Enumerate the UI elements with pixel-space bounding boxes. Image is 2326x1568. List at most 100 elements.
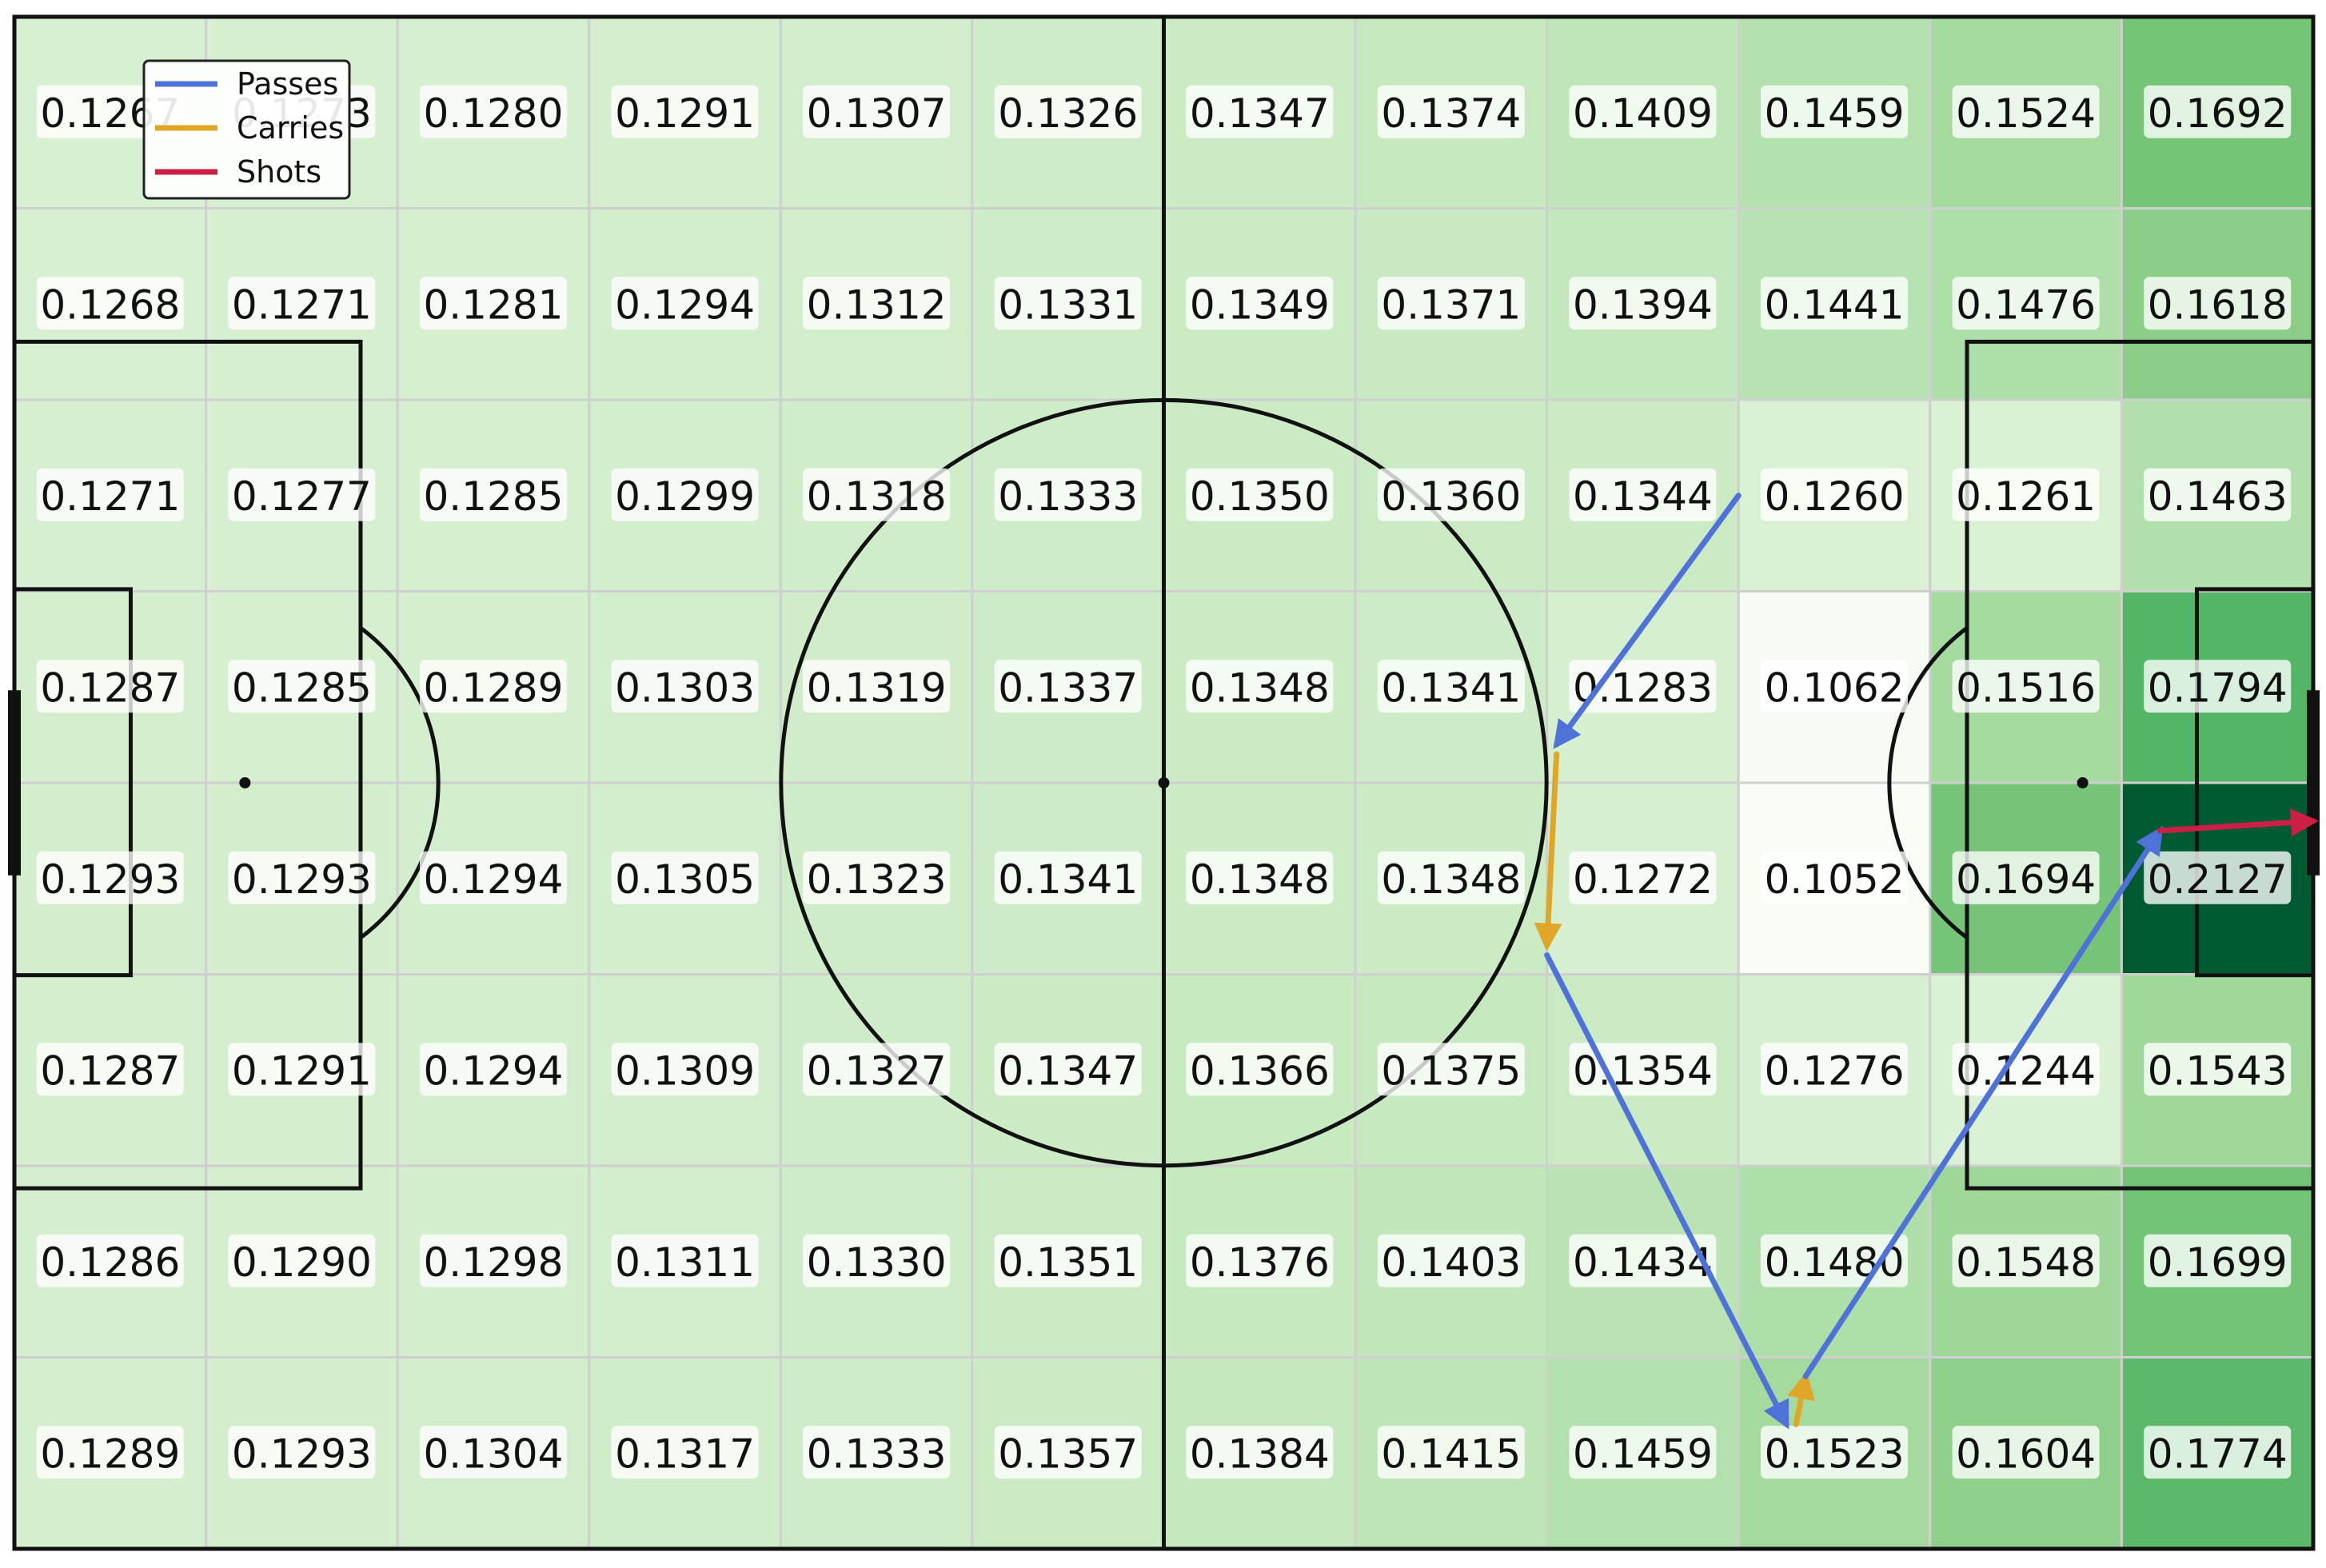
- cell-value-label: 0.1319: [807, 664, 947, 711]
- cell-value-label: 0.1299: [615, 473, 755, 520]
- right-penalty-spot: [2077, 777, 2089, 788]
- cell-label-box: [1952, 1426, 2100, 1479]
- cell-value-label: 0.1403: [1381, 1239, 1521, 1286]
- cell-label-box: [994, 1043, 1142, 1096]
- left-six-yard-box: [14, 587, 133, 978]
- cell-label-box: [2144, 851, 2292, 904]
- cell-value-label: 0.1290: [232, 1239, 372, 1286]
- cell-label-box: [1186, 660, 1334, 713]
- cell-value-label: 0.1331: [998, 281, 1138, 328]
- cell-label-box: [1952, 660, 2100, 713]
- right-six-yard-box: [2195, 587, 2313, 978]
- cell-label-box: [2144, 85, 2292, 138]
- cell-label-box: [1569, 1234, 1717, 1287]
- cell-value-label: 0.1350: [1190, 473, 1330, 520]
- cell-value-label: 0.1374: [1381, 90, 1521, 137]
- cell-value-label: 0.1349: [1190, 281, 1330, 328]
- action-arrows: [1534, 493, 2319, 1430]
- cell-label-box: [1569, 85, 1717, 138]
- cell-value-label: 0.1347: [998, 1047, 1138, 1094]
- centre-spot: [1158, 777, 1170, 788]
- cell-label-box: [1952, 1234, 2100, 1287]
- cell-label-box: [994, 1234, 1142, 1287]
- cell-label-box: [803, 277, 951, 330]
- cell-value-label: 0.1303: [615, 664, 755, 711]
- cell-value-label: 0.1699: [2148, 1239, 2288, 1286]
- legend: Passes Carries Shots: [142, 59, 351, 200]
- cell-value-label: 0.1293: [40, 856, 180, 903]
- left-penalty-spot: [239, 777, 251, 788]
- legend-label: Passes: [237, 66, 338, 102]
- cell-label-box: [228, 468, 376, 521]
- left-penalty-area: [14, 339, 363, 1191]
- carry-arrow: [1534, 751, 1562, 952]
- cell-label-box: [1761, 851, 1909, 904]
- cell-value-label: 0.1294: [423, 856, 563, 903]
- legend-label: Shots: [237, 154, 321, 190]
- cell-value-label: 0.1357: [998, 1430, 1138, 1477]
- cell-value-label: 0.1692: [2148, 90, 2288, 137]
- cell-label-box: [36, 1426, 184, 1479]
- cell-value-label: 0.1348: [1190, 664, 1330, 711]
- cell-label-box: [611, 1043, 759, 1096]
- cell-value-label: 0.1293: [232, 1430, 372, 1477]
- cell-value-label: 0.1516: [1956, 664, 2096, 711]
- cell-value-label: 0.1348: [1381, 856, 1521, 903]
- cell-label-box: [611, 660, 759, 713]
- cell-value-label: 0.1326: [998, 90, 1138, 137]
- cell-label-box: [611, 277, 759, 330]
- cell-value-label: 0.1062: [1765, 664, 1905, 711]
- cell-label-box: [994, 1426, 1142, 1479]
- cell-value-label: 0.1415: [1381, 1430, 1521, 1477]
- cell-label-box: [228, 1234, 376, 1287]
- cell-value-label: 0.1289: [423, 664, 563, 711]
- cell-value-labels: 0.12670.12730.12800.12910.13070.13260.13…: [36, 85, 2292, 1479]
- cell-value-label: 0.1524: [1956, 90, 2096, 137]
- cell-label-box: [803, 468, 951, 521]
- pass-arrow: [1553, 493, 1742, 749]
- cell-label-box: [2144, 468, 2292, 521]
- cell-value-label: 0.1774: [2148, 1430, 2288, 1477]
- cell-label-box: [1377, 1043, 1525, 1096]
- cell-label-box: [228, 1426, 376, 1479]
- cell-value-label: 0.1341: [1381, 664, 1521, 711]
- cell-label-box: [1186, 277, 1334, 330]
- cell-label-box: [1761, 277, 1909, 330]
- cell-label-box: [803, 851, 951, 904]
- cell-label-box: [994, 851, 1142, 904]
- carry-arrow: [1787, 1371, 1815, 1427]
- cell-label-box: [419, 1426, 567, 1479]
- cell-value-label: 0.1459: [1573, 1430, 1713, 1477]
- cell-label-box: [419, 660, 567, 713]
- cell-value-label: 0.1543: [2148, 1047, 2288, 1094]
- legend-box: [142, 59, 351, 200]
- cell-label-box: [228, 277, 376, 330]
- cell-label-box: [1761, 1043, 1909, 1096]
- cell-value-label: 0.1294: [423, 1047, 563, 1094]
- cell-value-label: 0.1618: [2148, 281, 2288, 328]
- cell-label-box: [1952, 468, 2100, 521]
- cell-value-label: 0.1548: [1956, 1239, 2096, 1286]
- cell-label-box: [419, 1043, 567, 1096]
- cell-label-box: [36, 468, 184, 521]
- cell-label-box: [1186, 468, 1334, 521]
- cell-label-box: [994, 85, 1142, 138]
- cell-label-box: [1569, 1426, 1717, 1479]
- cell-value-label: 0.1261: [1956, 473, 2096, 520]
- cell-label-box: [1761, 468, 1909, 521]
- cell-label-box: [419, 468, 567, 521]
- cell-value-label: 0.1271: [232, 281, 372, 328]
- cell-value-label: 0.1318: [807, 473, 947, 520]
- left-penalty-arc: [359, 626, 441, 940]
- cell-label-box: [419, 85, 567, 138]
- cell-value-label: 0.1354: [1573, 1047, 1713, 1094]
- cell-value-label: 0.1285: [232, 664, 372, 711]
- cell-label-box: [1377, 660, 1525, 713]
- cell-value-label: 0.1289: [40, 1430, 180, 1477]
- cell-value-label: 0.1333: [998, 473, 1138, 520]
- cell-label-box: [1377, 277, 1525, 330]
- cell-label-box: [803, 1426, 951, 1479]
- cell-label-box: [1952, 851, 2100, 904]
- right-penalty-area: [1965, 339, 2313, 1191]
- cell-value-label: 0.1291: [615, 90, 755, 137]
